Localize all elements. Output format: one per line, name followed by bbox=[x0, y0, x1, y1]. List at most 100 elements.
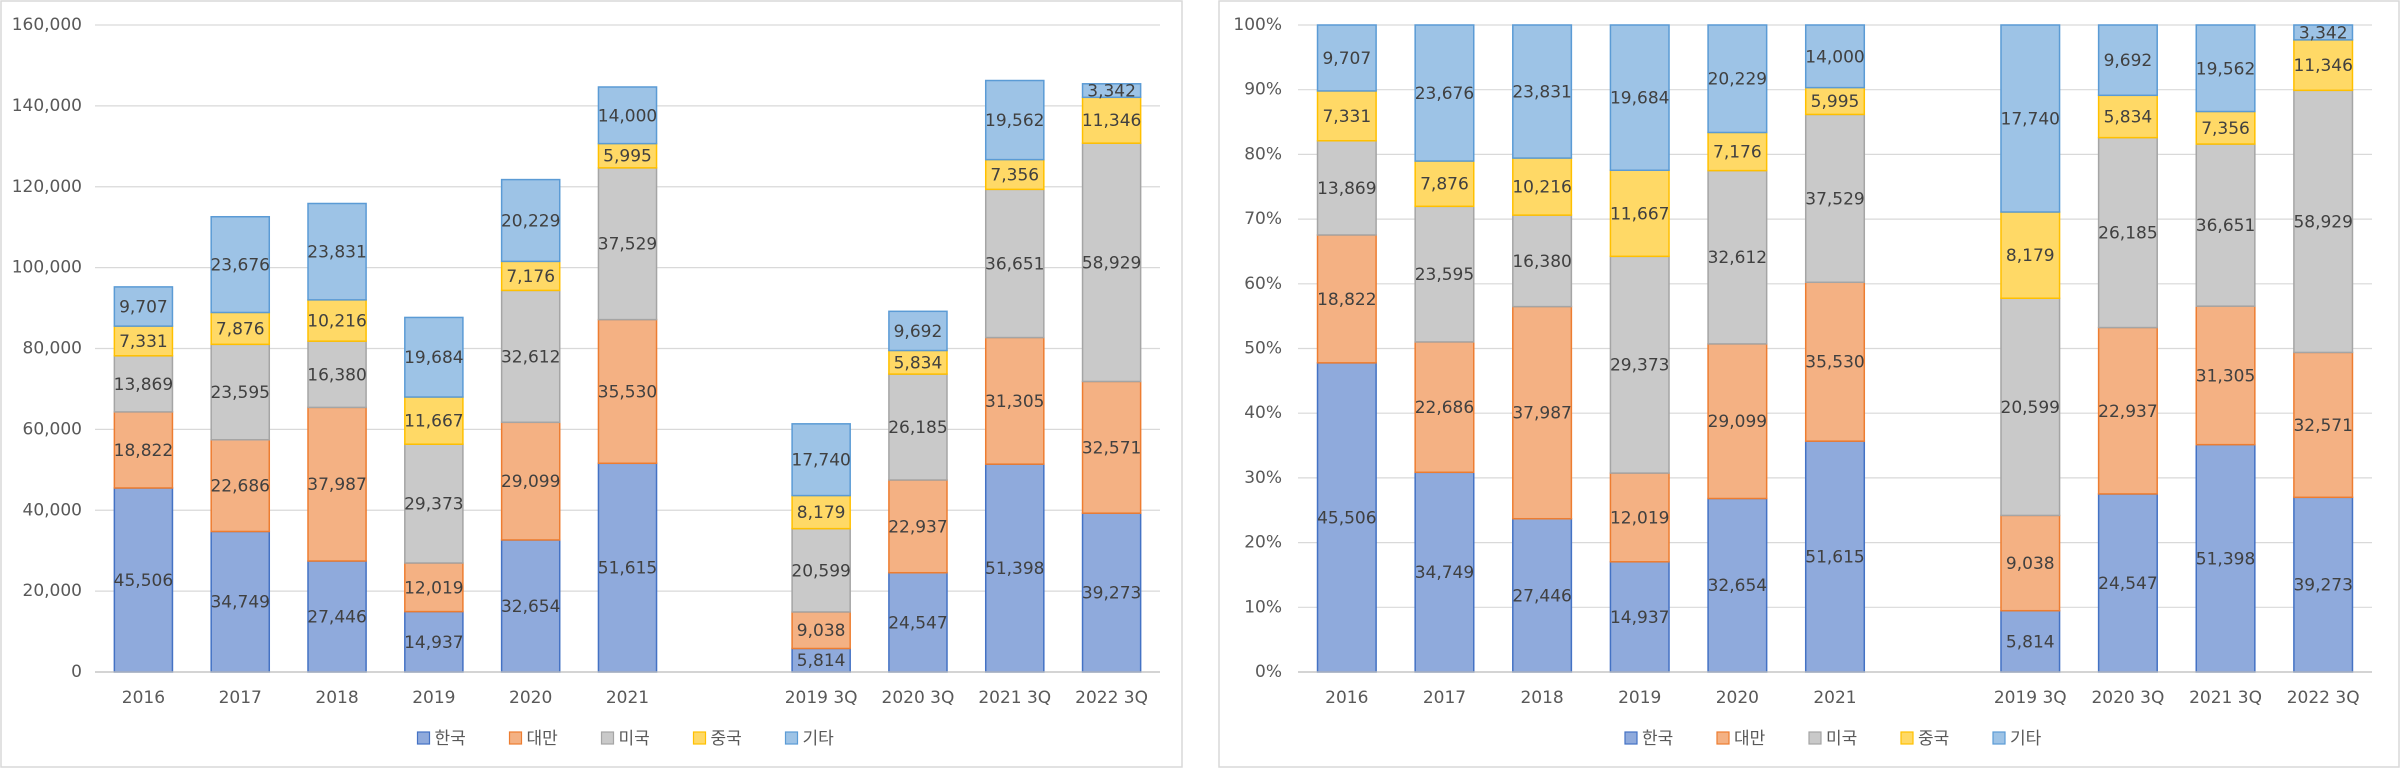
bar-segment bbox=[1804, 24, 1866, 89]
bar-segment bbox=[1707, 169, 1768, 345]
y-tick-label: 100% bbox=[1233, 15, 1282, 35]
bar-segment bbox=[1414, 24, 1475, 162]
bar-segment bbox=[210, 215, 271, 314]
data-label: 36,651 bbox=[985, 254, 1044, 274]
bar-segment bbox=[1316, 90, 1377, 142]
y-tick-label: 40,000 bbox=[23, 500, 82, 520]
legend-swatch bbox=[1900, 731, 1914, 745]
legend-label: 한국 bbox=[435, 729, 466, 749]
data-label: 8,179 bbox=[797, 503, 846, 523]
bar-segment bbox=[597, 86, 658, 145]
data-label: 23,595 bbox=[1415, 265, 1474, 285]
data-label: 22,686 bbox=[210, 477, 269, 497]
data-label: 39,273 bbox=[1082, 584, 1141, 604]
data-label: 20,599 bbox=[791, 561, 850, 581]
data-label: 32,654 bbox=[501, 597, 560, 617]
data-label: 11,667 bbox=[404, 412, 463, 432]
data-label: 37,987 bbox=[307, 475, 366, 495]
bar-segment bbox=[597, 142, 658, 169]
y-tick-label: 80,000 bbox=[23, 339, 82, 359]
legend-swatch bbox=[784, 731, 799, 745]
data-label: 10,216 bbox=[1512, 178, 1571, 198]
bar-segment bbox=[1316, 362, 1377, 673]
bar-segment bbox=[1804, 281, 1866, 442]
y-tick-label: 40% bbox=[1244, 403, 1282, 423]
data-label: 35,530 bbox=[1805, 353, 1864, 373]
bar-segment bbox=[404, 443, 464, 564]
legend-swatch bbox=[1716, 731, 1730, 745]
bar-segment bbox=[210, 343, 271, 441]
bar-segment bbox=[2195, 443, 2256, 673]
bar-segment bbox=[2000, 297, 2061, 517]
data-label: 18,822 bbox=[114, 441, 173, 461]
bar-segment bbox=[597, 462, 658, 673]
legend-label: 중국 bbox=[711, 729, 742, 749]
x-tick-label: 2018 bbox=[315, 688, 358, 708]
data-label: 23,676 bbox=[1415, 84, 1474, 104]
bar-segment bbox=[984, 79, 1045, 161]
data-label: 34,749 bbox=[210, 593, 269, 613]
bar-segment bbox=[888, 310, 948, 352]
data-label: 26,185 bbox=[888, 418, 947, 438]
x-tick-label: 2021 3Q bbox=[2189, 688, 2262, 708]
x-tick-label: 2019 bbox=[412, 688, 455, 708]
data-label: 24,547 bbox=[2098, 574, 2157, 594]
x-tick-label: 2017 bbox=[1423, 688, 1466, 708]
data-label: 29,099 bbox=[1708, 412, 1767, 432]
bar-segment bbox=[1512, 214, 1573, 308]
bar-segment bbox=[1804, 86, 1866, 116]
bar-segment bbox=[791, 423, 851, 497]
data-label: 37,987 bbox=[1512, 404, 1571, 424]
bar-segment bbox=[1081, 512, 1142, 673]
data-label: 5,814 bbox=[2006, 632, 2055, 652]
bar-segment bbox=[2000, 609, 2061, 673]
data-label: 19,562 bbox=[2196, 59, 2255, 79]
data-label: 23,831 bbox=[307, 243, 366, 263]
x-tick-label: 2020 3Q bbox=[2091, 688, 2164, 708]
legend-label: 한국 bbox=[1642, 729, 1673, 749]
data-label: 19,562 bbox=[985, 111, 1044, 131]
data-label: 10,216 bbox=[307, 312, 366, 332]
legend-label: 중국 bbox=[1918, 729, 1949, 749]
bar-segment bbox=[2293, 24, 2354, 41]
data-label: 5,834 bbox=[894, 353, 943, 373]
data-label: 39,273 bbox=[2293, 576, 2352, 596]
data-label: 17,740 bbox=[791, 451, 850, 471]
data-label: 18,822 bbox=[1317, 290, 1376, 310]
data-label: 13,869 bbox=[114, 375, 173, 395]
data-label: 9,038 bbox=[2006, 554, 2055, 574]
data-label: 32,571 bbox=[2293, 416, 2352, 436]
y-tick-label: 100,000 bbox=[12, 258, 82, 278]
x-tick-label: 2017 bbox=[219, 688, 262, 708]
bar-segment bbox=[404, 562, 464, 613]
legend-label: 기타 bbox=[2010, 729, 2042, 749]
bar-segment bbox=[2097, 326, 2158, 495]
data-label: 32,612 bbox=[501, 347, 560, 367]
data-label: 20,229 bbox=[501, 211, 560, 231]
bar-segment bbox=[500, 289, 561, 424]
data-label: 7,876 bbox=[216, 319, 265, 339]
data-label: 12,019 bbox=[404, 578, 463, 598]
data-label: 22,937 bbox=[888, 517, 947, 537]
bar-segment bbox=[113, 325, 174, 357]
bar-segment bbox=[1707, 24, 1768, 134]
bar-segment bbox=[113, 411, 174, 489]
bar-segment bbox=[2293, 351, 2354, 499]
bar-segment bbox=[2097, 493, 2158, 673]
legend-label: 대만 bbox=[1734, 729, 1766, 749]
data-label: 45,506 bbox=[1317, 508, 1376, 528]
bar-segment bbox=[404, 316, 464, 398]
y-tick-label: 160,000 bbox=[12, 15, 82, 35]
bar-segment bbox=[1609, 24, 1670, 172]
data-label: 14,937 bbox=[404, 633, 463, 653]
legend-swatch bbox=[692, 731, 707, 745]
data-label: 27,446 bbox=[307, 608, 366, 628]
data-label: 5,995 bbox=[603, 147, 652, 167]
y-tick-label: 60,000 bbox=[23, 419, 82, 439]
bar-segment bbox=[1414, 205, 1475, 343]
data-label: 7,356 bbox=[990, 165, 1039, 185]
data-label: 20,599 bbox=[2001, 398, 2060, 418]
legend-label: 기타 bbox=[803, 729, 835, 749]
data-label: 58,929 bbox=[2293, 212, 2352, 232]
